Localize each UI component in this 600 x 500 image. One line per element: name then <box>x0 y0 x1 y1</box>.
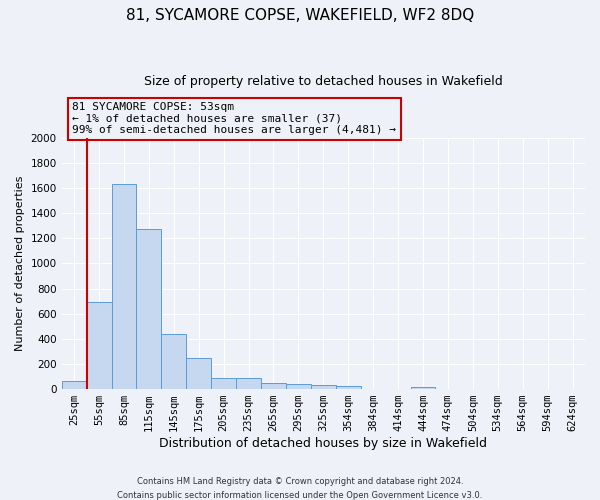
Bar <box>86 302 112 389</box>
Bar <box>62 381 86 389</box>
Bar <box>410 386 436 389</box>
Text: 81, SYCAMORE COPSE, WAKEFIELD, WF2 8DQ: 81, SYCAMORE COPSE, WAKEFIELD, WF2 8DQ <box>126 8 474 22</box>
Y-axis label: Number of detached properties: Number of detached properties <box>15 176 25 351</box>
Bar <box>211 378 236 389</box>
Text: Contains HM Land Registry data © Crown copyright and database right 2024.
Contai: Contains HM Land Registry data © Crown c… <box>118 478 482 500</box>
Bar <box>236 378 261 389</box>
X-axis label: Distribution of detached houses by size in Wakefield: Distribution of detached houses by size … <box>160 437 487 450</box>
Bar <box>161 334 186 389</box>
Bar <box>186 358 211 389</box>
Title: Size of property relative to detached houses in Wakefield: Size of property relative to detached ho… <box>144 75 503 88</box>
Bar <box>136 229 161 389</box>
Bar <box>336 386 361 389</box>
Bar <box>112 184 136 389</box>
Bar <box>311 386 336 389</box>
Text: 81 SYCAMORE COPSE: 53sqm
← 1% of detached houses are smaller (37)
99% of semi-de: 81 SYCAMORE COPSE: 53sqm ← 1% of detache… <box>72 102 396 136</box>
Bar <box>261 383 286 389</box>
Bar <box>286 384 311 389</box>
